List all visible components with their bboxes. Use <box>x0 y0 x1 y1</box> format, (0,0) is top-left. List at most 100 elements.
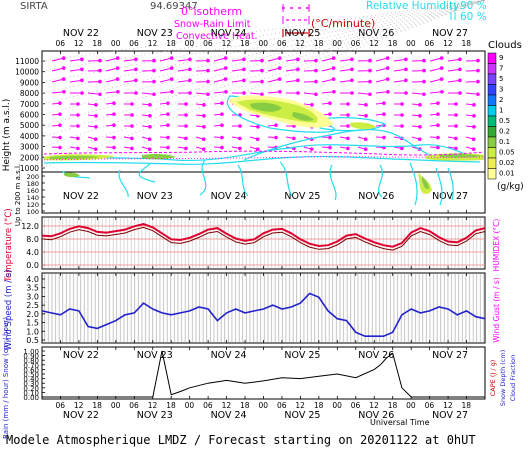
wind-arrow-head <box>238 136 242 141</box>
wind-arrow-head <box>277 66 282 70</box>
hour-tick-label: 06 <box>203 39 213 48</box>
y-tick-label: 3.0 <box>26 292 39 301</box>
wind-arrow-head <box>242 57 246 62</box>
wind-arrow <box>375 57 388 62</box>
wind-arrow-head <box>184 113 188 117</box>
wind-arrow <box>375 67 388 72</box>
wind-arrow <box>411 92 424 95</box>
wind-arrow-head <box>166 135 170 140</box>
wind-arrow-head <box>404 67 408 72</box>
wind-arrow-head <box>260 58 264 63</box>
wind-arrow-head <box>152 58 156 63</box>
day-label: NOV 27 <box>432 28 468 39</box>
day-label: NOV 22 <box>63 28 99 39</box>
wind-arrow-head <box>255 147 260 152</box>
wind-arrow-head <box>436 145 440 150</box>
wind-arrow-head <box>458 67 462 72</box>
hour-tick-label: 06 <box>203 401 213 410</box>
day-label: NOV 23 <box>137 191 173 202</box>
wind-arrow <box>231 79 244 83</box>
wind-arrow-head <box>350 91 354 95</box>
hour-tick-label: 06 <box>55 39 65 48</box>
y-tick-label: 180 <box>27 180 39 188</box>
wind-arrow-head <box>454 136 458 141</box>
wind-arrow-head <box>417 137 422 142</box>
height-ylabel-lower: Up to 200 m a.s.l. <box>14 164 22 226</box>
wind-arrow-head <box>328 145 332 150</box>
wind-arrow-head <box>206 92 210 97</box>
wind-arrow <box>123 79 136 83</box>
wind-arrow <box>321 78 334 83</box>
hour-tick-label: 12 <box>74 39 84 48</box>
wind-arrow-head <box>346 124 350 128</box>
y-tick-label: 0.20 <box>23 385 39 393</box>
wind-arrow-head <box>418 125 422 129</box>
rain-frame <box>41 346 486 400</box>
y-tick-label: 0.60 <box>23 366 39 374</box>
wind-arrow-head <box>201 147 206 152</box>
wind-arrow-head <box>274 123 278 127</box>
hour-tick-label: 06 <box>351 39 361 48</box>
wind-arrow-head <box>363 137 368 142</box>
wind-arrow <box>87 92 100 95</box>
y-tick-label: 0.00 <box>23 394 39 402</box>
wind-arrow <box>393 58 406 62</box>
wind-arrow <box>429 67 442 72</box>
wind-arrow-head <box>454 124 458 128</box>
wind-arrow-head <box>476 92 480 97</box>
wind-arrow-head <box>80 78 84 83</box>
hour-tick-label: 00 <box>332 401 342 410</box>
wind-arrow-head <box>314 58 318 63</box>
y-tick-label: 3.5 <box>26 284 39 293</box>
y-tick-label: 0.5 <box>26 336 39 345</box>
wind-arrow-head <box>169 56 174 60</box>
temperature-yticks: 12.0 8.0 4.0 0.0 <box>21 222 45 270</box>
wind-arrow-head <box>152 92 156 97</box>
day-label: NOV 26 <box>358 28 394 39</box>
hour-tick-label: 12 <box>369 39 379 48</box>
wind-arrow-head <box>454 113 458 117</box>
y-tick-label: 3000 <box>20 143 39 152</box>
wind-arrow-head <box>439 77 444 81</box>
wind-arrow-head <box>436 123 440 127</box>
wind-arrow-head <box>350 78 354 83</box>
wind-arrow-head <box>439 66 444 70</box>
day-label: NOV 22 <box>63 410 99 421</box>
wind-arrow-head <box>130 136 134 141</box>
wind-arrow-head <box>472 125 476 129</box>
wind-arrow-head <box>255 137 260 142</box>
wind-arrow-head <box>206 68 210 73</box>
wind-arrow-head <box>454 146 458 151</box>
wind-arrow-head <box>277 56 282 60</box>
hour-tick-label: 18 <box>314 401 324 410</box>
y-tick-label: 160 <box>27 187 39 195</box>
wind-arrow-head <box>224 89 228 94</box>
wind-arrow-head <box>328 135 332 140</box>
y-tick-label: 8.0 <box>26 235 39 244</box>
wind-arrow-head <box>134 78 138 83</box>
wind-arrow-head <box>458 91 462 95</box>
rain-panel-day-labels: NOV 22 NOV 23 NOV 24 NOV 25 NOV 26 NOV 27 <box>63 350 468 361</box>
wind-arrow <box>177 79 190 83</box>
wind-arrow <box>285 58 298 62</box>
hour-tick-label: 06 <box>277 401 287 410</box>
wind-arrow <box>321 57 334 62</box>
wind-arrow-head <box>274 135 278 140</box>
legend-isotherm-label: 0°isotherm <box>181 5 242 18</box>
humidex-series <box>41 226 486 251</box>
wind-arrow-head <box>350 67 354 72</box>
wind-arrow-head <box>184 102 188 106</box>
wind-arrow-head <box>98 68 102 73</box>
colorbar-cell <box>487 157 497 169</box>
cloud-fraction-ylabel: Cloud Fraction <box>509 355 517 402</box>
wind-arrow-head <box>98 58 102 63</box>
colorbar-tick-label: 5 <box>499 75 503 83</box>
hour-tick-label: 06 <box>129 39 139 48</box>
y-tick-label: 2.0 <box>26 310 39 319</box>
y-tick-label: 7000 <box>20 100 39 109</box>
wind-arrow-head <box>188 57 192 62</box>
hour-tick-label: 06 <box>425 401 435 410</box>
y-tick-label: 11000 <box>15 57 39 66</box>
wind-arrow-head <box>382 101 386 105</box>
wind-arrow-head <box>363 147 368 152</box>
